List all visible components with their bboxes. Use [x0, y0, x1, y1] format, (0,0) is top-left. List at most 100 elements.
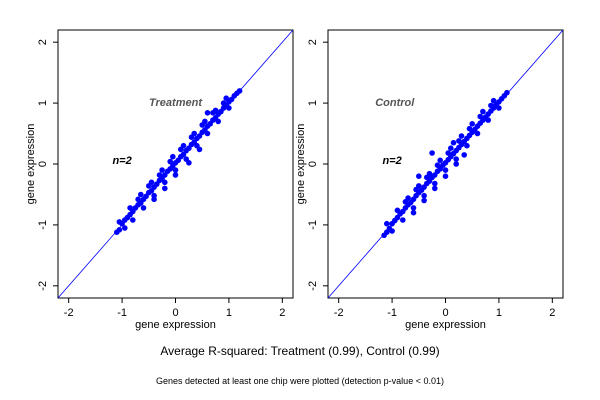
data-point	[413, 186, 419, 193]
data-point	[496, 105, 502, 111]
x-tick-label: 1	[496, 307, 502, 319]
data-point	[394, 207, 401, 214]
x-tick-label: 2	[279, 307, 285, 319]
data-point	[445, 150, 452, 156]
data-point	[453, 156, 460, 162]
data-point	[162, 179, 168, 186]
x-tick-label: 2	[549, 307, 555, 319]
x-tick-label: -1	[387, 307, 397, 319]
caption-main: Average R-squared: Treatment (0.99), Con…	[160, 344, 439, 358]
data-point	[456, 138, 462, 144]
data-point	[504, 89, 510, 96]
data-point	[127, 205, 133, 211]
data-point	[480, 108, 486, 115]
data-point	[458, 133, 465, 139]
data-point	[223, 95, 229, 101]
data-point	[450, 139, 457, 146]
data-point	[410, 209, 417, 216]
data-point	[116, 219, 123, 225]
data-point	[421, 192, 427, 199]
data-point	[442, 173, 449, 179]
data-point	[178, 146, 184, 153]
x-tick-label: -2	[64, 307, 74, 319]
data-point	[186, 160, 192, 166]
y-tick-label: 0	[307, 161, 319, 167]
data-point	[215, 118, 221, 125]
data-point	[416, 173, 422, 179]
data-point	[140, 205, 147, 211]
data-point	[210, 110, 216, 116]
data-point	[448, 145, 454, 151]
data-point	[172, 172, 179, 178]
data-point	[188, 134, 195, 140]
data-point	[199, 122, 205, 128]
y-tick-label: -2	[307, 281, 319, 291]
y-axis-title: gene expression	[295, 124, 307, 205]
data-point	[146, 183, 152, 189]
data-point	[204, 130, 211, 137]
data-point	[432, 180, 438, 187]
data-point	[424, 174, 430, 181]
data-point	[384, 220, 390, 227]
data-points	[381, 89, 510, 239]
x-axis-title: gene expression	[135, 319, 216, 331]
data-point	[402, 199, 409, 205]
data-point	[130, 217, 136, 223]
data-point	[204, 110, 211, 116]
data-point	[122, 225, 128, 231]
data-point	[162, 185, 168, 192]
x-axis-title: gene expression	[405, 319, 486, 331]
data-point	[156, 172, 163, 178]
data-point	[151, 196, 157, 203]
data-point	[469, 121, 476, 127]
data-point	[116, 227, 123, 233]
data-point	[421, 197, 427, 204]
y-tick-label: 1	[37, 100, 49, 106]
y-tick-label: 1	[307, 100, 319, 106]
data-point	[220, 100, 227, 106]
panel-label: Treatment	[149, 97, 203, 109]
data-point	[135, 196, 141, 203]
control-panel: -2 -1 0 1 2 -2 -1 0 1 2 gene expression gene expres…	[295, 29, 564, 331]
data-point	[159, 167, 165, 173]
data-point	[437, 157, 444, 164]
treatment-panel: -2 -1 0 1 2 -2 -1 0 1 2 gene expression gene expres…	[25, 29, 294, 331]
data-point	[434, 162, 441, 168]
data-point	[389, 228, 395, 234]
y-tick-label: 2	[307, 39, 319, 45]
y-tick-label: -1	[37, 220, 49, 230]
data-point	[461, 152, 468, 158]
panel-label: Control	[375, 97, 415, 109]
data-points	[114, 88, 243, 235]
data-point	[196, 146, 203, 153]
data-point	[432, 185, 438, 192]
data-point	[172, 167, 179, 173]
data-point	[410, 205, 417, 211]
data-point	[466, 125, 473, 132]
data-point	[453, 161, 460, 167]
data-point	[170, 153, 176, 160]
data-point	[474, 130, 481, 137]
data-point	[226, 105, 232, 111]
data-point	[485, 117, 492, 123]
data-point	[477, 113, 484, 120]
data-point	[488, 102, 494, 109]
x-tick-label: 0	[172, 307, 178, 319]
x-tick-label: 0	[442, 307, 448, 319]
data-point	[138, 191, 144, 198]
y-axis-title: gene expression	[25, 124, 37, 205]
x-tick-label: 1	[226, 307, 232, 319]
data-point	[442, 167, 449, 173]
data-point	[429, 150, 435, 156]
sample-count-label: n=2	[382, 155, 401, 167]
y-tick-label: 2	[37, 39, 49, 45]
y-tick-label: -1	[307, 220, 319, 230]
x-tick-label: -2	[334, 307, 344, 319]
sample-count-label: n=2	[112, 155, 131, 167]
data-point	[236, 88, 243, 94]
data-point	[464, 142, 470, 149]
data-point	[167, 158, 173, 165]
x-tick-label: -1	[117, 307, 127, 319]
y-tick-label: -2	[37, 281, 49, 291]
